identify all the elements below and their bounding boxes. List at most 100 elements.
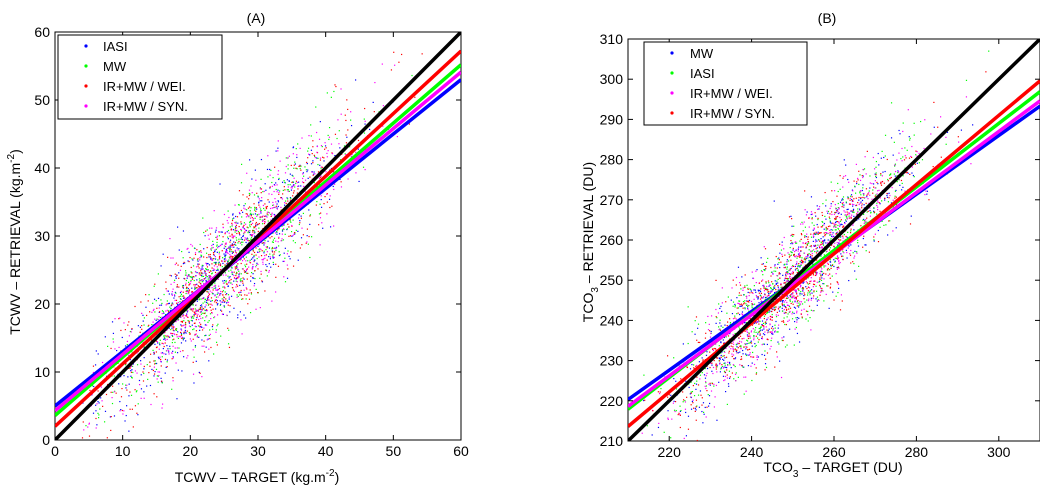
data-point <box>687 306 689 308</box>
data-point <box>720 341 722 343</box>
data-point <box>789 311 791 313</box>
data-point <box>816 259 818 261</box>
data-point <box>299 247 301 249</box>
data-point <box>323 203 325 205</box>
data-point <box>248 159 251 161</box>
data-point <box>869 187 871 189</box>
data-point <box>269 258 272 260</box>
data-point <box>140 388 143 390</box>
data-point <box>178 335 180 337</box>
data-point <box>256 192 258 194</box>
data-point <box>790 242 792 245</box>
data-point <box>798 252 801 254</box>
data-point <box>738 294 740 297</box>
data-point <box>797 248 799 250</box>
data-point <box>276 191 278 193</box>
data-point <box>746 330 748 332</box>
data-point <box>252 266 254 268</box>
data-point <box>781 307 783 309</box>
data-point <box>208 256 210 258</box>
data-point <box>805 310 808 312</box>
data-point <box>257 196 259 198</box>
data-point <box>764 331 766 333</box>
data-point <box>169 345 171 347</box>
data-point <box>284 247 286 249</box>
data-point <box>724 362 726 364</box>
data-point <box>865 244 867 246</box>
data-point <box>822 244 825 246</box>
data-point <box>312 146 314 148</box>
data-point <box>191 276 193 278</box>
data-point <box>735 380 737 382</box>
data-point <box>278 254 281 257</box>
data-point <box>225 248 227 250</box>
data-point <box>194 334 196 336</box>
data-point <box>287 198 289 200</box>
data-point <box>876 204 878 207</box>
data-point <box>913 134 915 136</box>
data-point <box>743 322 745 324</box>
data-point <box>242 235 244 238</box>
data-point <box>776 356 778 358</box>
data-point <box>873 168 876 170</box>
data-point <box>393 51 395 53</box>
data-point <box>889 194 891 197</box>
data-point <box>696 376 698 378</box>
data-point <box>761 320 764 322</box>
data-point <box>355 172 357 174</box>
data-point <box>792 242 794 244</box>
data-point <box>305 169 307 171</box>
data-point <box>193 257 195 259</box>
data-point <box>280 209 282 211</box>
data-point <box>253 194 256 196</box>
data-point <box>829 239 831 241</box>
data-point <box>216 244 218 246</box>
data-point <box>638 462 639 463</box>
data-point <box>782 304 784 307</box>
data-point <box>236 247 238 249</box>
data-point <box>875 166 877 168</box>
data-point <box>218 256 221 258</box>
data-point <box>812 286 814 288</box>
data-point <box>299 167 301 170</box>
data-point <box>830 265 832 267</box>
data-point <box>238 204 240 206</box>
data-point <box>839 224 841 226</box>
data-point <box>806 244 809 246</box>
data-point <box>216 289 218 291</box>
data-point <box>207 291 209 293</box>
data-point <box>230 278 232 281</box>
data-point <box>182 262 185 265</box>
data-point <box>785 275 787 277</box>
data-point <box>889 173 892 176</box>
data-point <box>727 296 729 298</box>
data-point <box>748 299 751 302</box>
data-point <box>843 159 845 161</box>
panel-a-ylabel: TCWV – RETRIEVAL (kg.m-2) <box>6 149 23 335</box>
data-point <box>256 215 258 217</box>
data-point <box>208 292 210 294</box>
data-point <box>858 170 860 172</box>
data-point <box>236 272 238 274</box>
data-point <box>838 267 840 269</box>
data-point <box>753 298 755 300</box>
data-point <box>819 294 821 296</box>
data-point <box>800 246 803 248</box>
data-point <box>746 322 748 324</box>
data-point <box>299 164 301 166</box>
data-point <box>132 365 134 367</box>
data-point <box>258 201 260 203</box>
data-point <box>224 233 226 235</box>
data-point <box>719 307 721 310</box>
data-point <box>818 205 821 208</box>
data-point <box>299 165 301 167</box>
data-point <box>307 147 310 149</box>
data-point <box>715 316 717 318</box>
data-point <box>833 213 836 215</box>
data-point <box>245 260 247 262</box>
data-point <box>118 346 120 349</box>
data-point <box>818 208 820 210</box>
data-point <box>835 295 837 297</box>
data-point <box>707 394 709 396</box>
data-point <box>703 413 705 415</box>
